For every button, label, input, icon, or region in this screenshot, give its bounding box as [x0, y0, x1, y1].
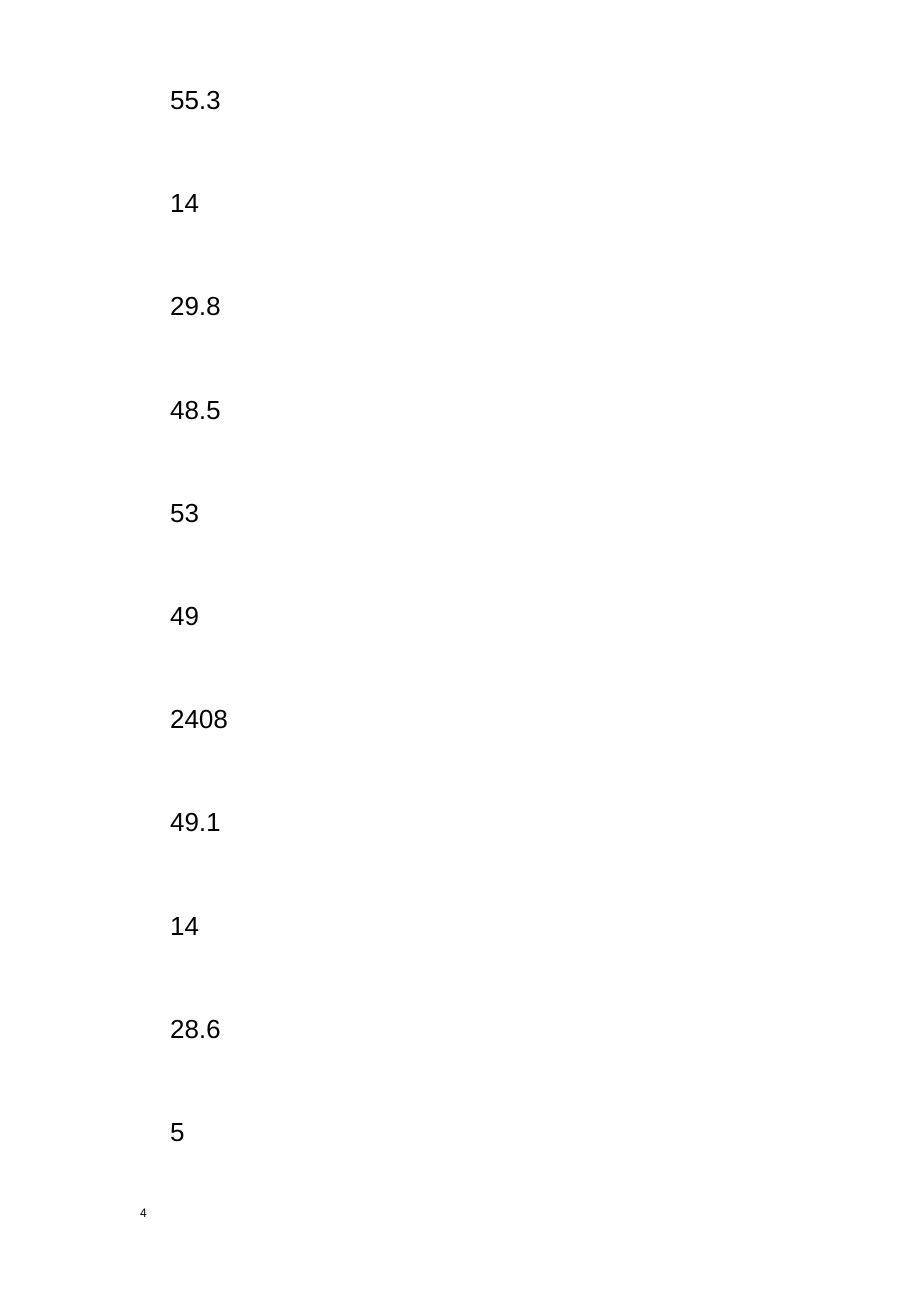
value-item: 53 [170, 498, 228, 529]
value-item: 48.5 [170, 395, 228, 426]
value-item: 14 [170, 911, 228, 942]
value-item: 5 [170, 1117, 228, 1148]
page-number: 4 [140, 1206, 147, 1220]
values-list: 55.3 14 29.8 48.5 53 49 2408 49.1 14 28.… [170, 85, 228, 1148]
value-item: 49.1 [170, 807, 228, 838]
value-item: 14 [170, 188, 228, 219]
value-item: 2408 [170, 704, 228, 735]
value-item: 55.3 [170, 85, 228, 116]
value-item: 29.8 [170, 291, 228, 322]
value-item: 49 [170, 601, 228, 632]
value-item: 28.6 [170, 1014, 228, 1045]
